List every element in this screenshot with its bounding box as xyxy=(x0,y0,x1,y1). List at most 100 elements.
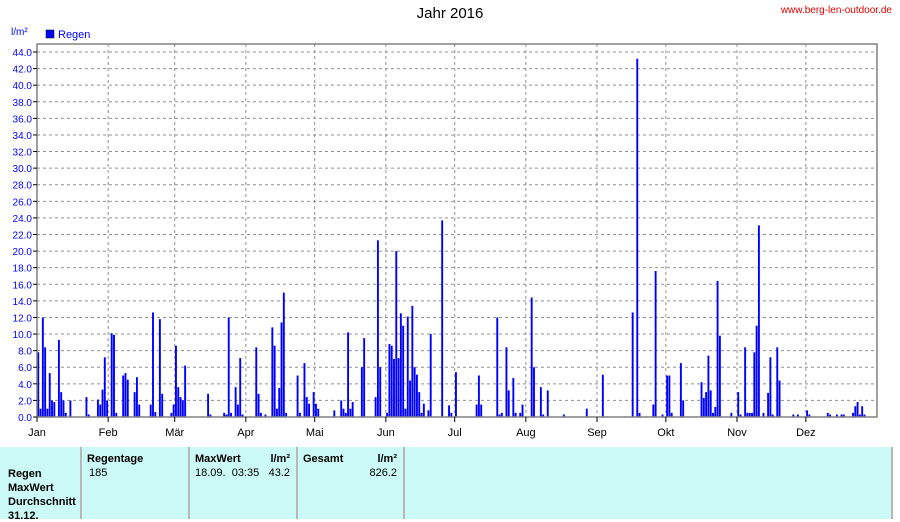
rain-bar xyxy=(757,225,760,417)
rain-bar xyxy=(135,377,138,417)
y-tick-label: 2.0 xyxy=(18,396,32,407)
rain-bar xyxy=(312,392,315,417)
x-tick-label: Mär xyxy=(165,427,184,439)
rain-bar xyxy=(539,387,542,417)
rain-bar xyxy=(638,412,641,417)
y-tick-label: 22.0 xyxy=(13,231,33,242)
rain-bar xyxy=(702,397,705,417)
rain-bar xyxy=(397,358,400,417)
rain-bar xyxy=(303,363,306,417)
y-tick-label: 28.0 xyxy=(13,181,33,192)
rain-bar xyxy=(113,334,115,417)
maxwert-unit: l/m² xyxy=(270,453,290,465)
rain-bar xyxy=(234,387,237,417)
rain-bar xyxy=(546,390,549,417)
maxwert-header: MaxWert xyxy=(195,453,241,465)
rain-bar xyxy=(448,405,451,417)
rain-bar xyxy=(340,400,343,417)
row-label-durchschnitt: Durchschnitt xyxy=(8,496,76,508)
rain-bar xyxy=(175,345,177,417)
legend-label: Regen xyxy=(58,29,90,41)
rain-bar xyxy=(652,404,655,417)
rain-bar xyxy=(854,406,857,417)
rain-bar xyxy=(388,344,391,417)
rain-bar xyxy=(278,387,281,417)
y-tick-label: 32.0 xyxy=(13,148,33,159)
rain-bar xyxy=(863,414,866,417)
rain-bar xyxy=(207,393,210,417)
rain-bar xyxy=(296,375,299,417)
regentage-header: Regentage xyxy=(87,453,144,465)
y-tick-label: 26.0 xyxy=(13,197,33,208)
rain-bar xyxy=(861,406,864,417)
chart-title: Jahr 2016 xyxy=(416,5,484,22)
y-tick-label: 38.0 xyxy=(13,98,33,109)
rain-bar xyxy=(101,389,104,417)
y-tick-label: 24.0 xyxy=(13,214,33,225)
rain-bar xyxy=(60,392,63,417)
rain-bar xyxy=(161,393,164,417)
rain-bar xyxy=(661,414,664,417)
rain-bar xyxy=(420,412,423,417)
rain-bar xyxy=(230,412,232,417)
rain-bar xyxy=(714,407,717,417)
rain-bar xyxy=(344,412,347,417)
rain-bar xyxy=(709,390,712,417)
rain-bar xyxy=(404,408,407,417)
rain-bar xyxy=(223,412,226,417)
rain-bar xyxy=(707,355,710,417)
gesamt-column: Gesamt l/m² 826.2 xyxy=(296,447,403,519)
rain-bar xyxy=(149,404,152,417)
rain-bar xyxy=(184,365,187,417)
rain-bar xyxy=(44,347,47,417)
rain-bar xyxy=(778,380,781,417)
rain-bar xyxy=(402,325,405,417)
y-tick-label: 10.0 xyxy=(13,330,33,341)
rain-bar xyxy=(840,414,843,417)
rain-chart: l/m² Regen 0.0 2.0 4.0 6.0 8.0 10.0 12.0 14.0 16… xyxy=(11,27,878,439)
rain-bar xyxy=(682,400,685,417)
rain-bar xyxy=(705,392,708,417)
rain-bar xyxy=(769,357,772,417)
x-tick-label: Dez xyxy=(796,427,816,439)
rain-bar xyxy=(285,412,288,417)
rain-bar xyxy=(257,393,260,417)
rain-bar xyxy=(41,317,44,417)
rain-bar xyxy=(409,380,411,417)
rain-bar xyxy=(390,345,393,417)
maxwert-column: MaxWert l/m² 18.09. 03:35 43.2 xyxy=(188,447,296,519)
rain-bar xyxy=(835,414,838,417)
rain-bar xyxy=(379,367,382,417)
rain-bar xyxy=(806,410,809,417)
rain-bar xyxy=(776,347,779,417)
rain-bar xyxy=(122,375,125,417)
rain-bar xyxy=(666,375,669,417)
rain-bar xyxy=(450,412,453,417)
y-tick-label: 4.0 xyxy=(18,380,32,391)
rain-bar xyxy=(792,414,795,417)
rain-bar xyxy=(275,408,278,417)
rain-bar xyxy=(796,414,799,417)
rain-bar xyxy=(57,339,60,417)
rain-bar xyxy=(374,397,377,417)
rain-bar xyxy=(360,367,363,417)
rain-bar xyxy=(475,404,478,417)
empty-column xyxy=(403,447,893,519)
rain-bar xyxy=(429,334,432,417)
rain-bar xyxy=(96,399,99,417)
rain-bar xyxy=(771,414,774,417)
website-link[interactable]: www.berg-len-outdoor.de xyxy=(780,5,892,16)
y-axis-unit: l/m² xyxy=(11,27,28,38)
rain-bar xyxy=(347,332,350,417)
rain-bar xyxy=(533,367,535,417)
rain-bar xyxy=(755,325,758,417)
rain-bar xyxy=(152,312,154,417)
rain-bar xyxy=(363,338,366,417)
x-tick-label: Nov xyxy=(727,427,747,439)
y-tick-label: 34.0 xyxy=(13,131,33,142)
rain-bar xyxy=(413,367,416,417)
x-tick-label: Jun xyxy=(377,427,395,439)
rain-bar xyxy=(138,404,141,417)
rain-bar xyxy=(172,404,175,417)
rain-bar xyxy=(737,392,740,417)
